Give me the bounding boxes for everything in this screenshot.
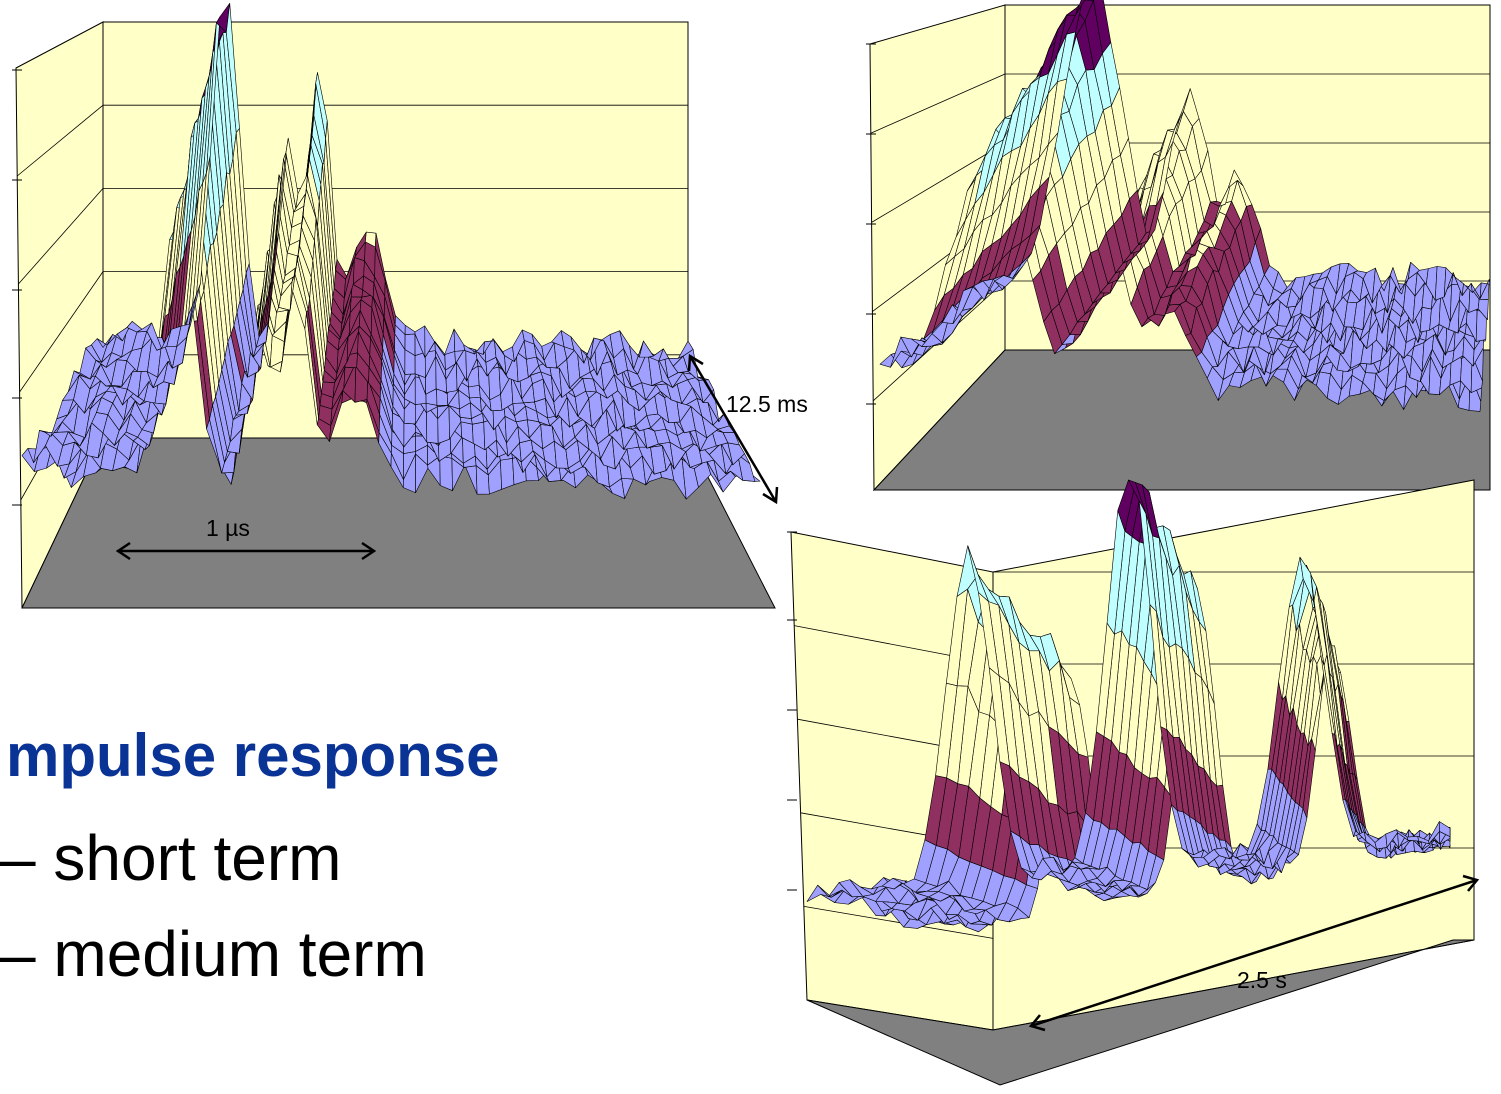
- annotations: 2.5 s: [1028, 874, 1480, 1032]
- surface-cell: [677, 340, 694, 359]
- gridline-side-4: [16, 104, 104, 177]
- bullet-short-term: – short term: [0, 822, 342, 894]
- gridline-side-2: [19, 271, 104, 393]
- chart-top-right: [866, 0, 1491, 492]
- surface-cell: [1479, 279, 1491, 299]
- gridline-side-4: [870, 73, 1006, 134]
- x-span-label: 1 µs: [206, 515, 250, 541]
- x-span-arrowhead-right: [361, 541, 377, 561]
- surface-cell: [1438, 821, 1451, 837]
- depth-span-arrowhead-left: [1028, 1014, 1046, 1032]
- depth-span-label: 12.5 ms: [726, 391, 808, 417]
- tick-marks: [787, 531, 797, 891]
- annotations: 1 µs 12.5 ms: [115, 353, 808, 561]
- surface-cell: [1406, 836, 1419, 842]
- floor: [806, 939, 1475, 1086]
- depth-span-arrowhead-top: [687, 353, 704, 372]
- tick-marks: [866, 43, 876, 405]
- surface: [21, 2, 761, 500]
- surface-cell: [468, 384, 481, 399]
- chart-medium-term: 2.5 s: [787, 479, 1480, 1086]
- depth-span-arrow: [1030, 878, 1478, 1028]
- gridline-side-3: [871, 142, 1006, 223]
- chart-short-term: 1 µs 12.5 ms: [12, 2, 808, 609]
- bullet-medium-term: – medium term: [0, 918, 427, 990]
- depth-span-arrowhead-bottom: [762, 486, 779, 505]
- surface-cell: [414, 352, 426, 378]
- surface-cell: [500, 458, 515, 490]
- surface: [806, 479, 1451, 933]
- surface-cell: [439, 455, 453, 492]
- depth-span-label: 2.5 s: [1237, 967, 1287, 993]
- x-span-arrowhead-left: [115, 541, 131, 561]
- surface: [879, 0, 1491, 412]
- depth-span-arrow: [688, 355, 778, 503]
- gridline-side-3: [18, 188, 104, 285]
- depth-span-arrowhead-right: [1462, 874, 1480, 892]
- tick-marks: [12, 69, 22, 506]
- slide-heading: mpulse response: [6, 722, 500, 789]
- gridline-side-1: [803, 906, 994, 939]
